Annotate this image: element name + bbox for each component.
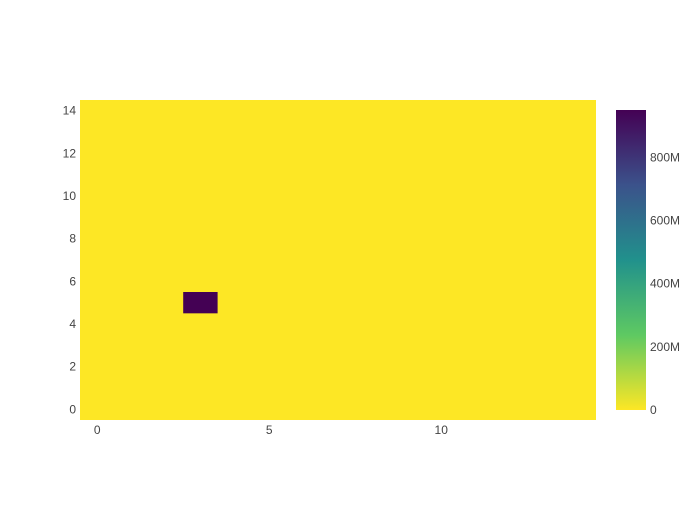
- plot-area: [80, 100, 596, 420]
- colorbar-tick-label: 0: [650, 403, 657, 417]
- y-tick-label: 12: [63, 146, 77, 160]
- colorbar: 0 200M 400M 600M 800M: [616, 110, 680, 417]
- y-tick-label: 4: [69, 317, 76, 331]
- colorbar-tick-label: 600M: [650, 214, 680, 228]
- y-tick-label: 10: [63, 189, 77, 203]
- heatmap-cell[interactable]: [183, 292, 218, 314]
- y-tick-label: 0: [69, 402, 76, 416]
- y-tick-label: 6: [69, 274, 76, 288]
- colorbar-tick-label: 200M: [650, 340, 680, 354]
- heatmap-background: [80, 100, 596, 420]
- colorbar-scale: [616, 110, 646, 410]
- x-tick-label: 10: [435, 423, 449, 437]
- x-tick-label: 5: [266, 423, 273, 437]
- y-tick-label: 2: [69, 360, 76, 374]
- x-tick-label: 0: [94, 423, 101, 437]
- y-tick-label: 8: [69, 232, 76, 246]
- y-axis: 0 2 4 6 8 10 12 14: [63, 104, 77, 417]
- colorbar-tick-label: 800M: [650, 150, 680, 164]
- x-axis: 0 5 10: [94, 423, 448, 437]
- y-tick-label: 14: [63, 104, 77, 118]
- colorbar-tick-label: 400M: [650, 277, 680, 291]
